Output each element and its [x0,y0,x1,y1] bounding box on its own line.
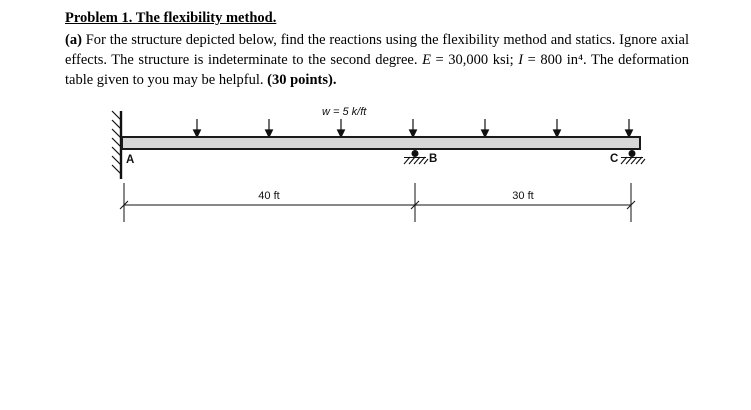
points-label: (30 points). [267,72,337,88]
node-c-label: C [610,153,618,165]
distributed-load-arrows-icon [192,119,634,139]
node-b-label: B [429,153,437,165]
distributed-load-label: w = 5 k/ft [322,106,367,118]
span-bc-label: 30 ft [512,190,533,202]
node-a-label: A [126,154,134,166]
beam [121,136,641,150]
dimension-lines [119,183,636,222]
statement-text-1: For the structure depicted below, find t… [65,32,689,68]
pin-support-b-icon [403,150,429,165]
span-ab-label: 40 ft [258,190,279,202]
problem-title: Problem 1. The flexibility method. [65,10,277,26]
fixed-support-a-icon [111,110,123,179]
problem-statement: (a) For the structure depicted below, fi… [65,30,689,90]
pin-support-c-icon [620,150,646,165]
statement-text-2: = 30,000 ksi; [430,52,519,68]
variable-E: E [422,52,431,68]
statement-text-3: = 800 in⁴. The deformation table given t… [65,52,689,88]
part-label: (a) [65,32,82,48]
problem-text-block: Problem 1. The flexibility method. (a) F… [65,8,689,90]
variable-I: I [518,52,524,68]
